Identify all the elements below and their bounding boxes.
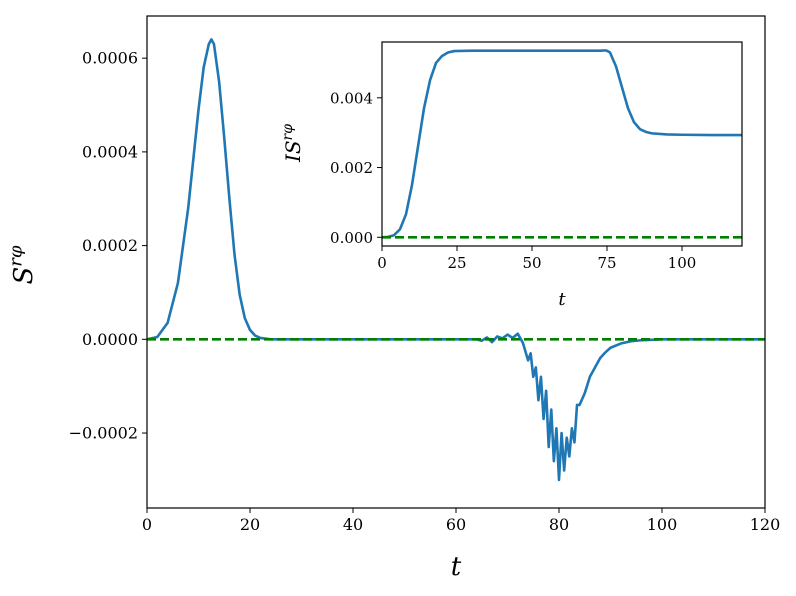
inset-x-tick-label: 25 xyxy=(447,254,466,272)
main-x-tick-label: 100 xyxy=(647,515,678,534)
inset-y-axis-label-base: IS xyxy=(281,140,305,163)
inset-x-tick-label: 75 xyxy=(597,254,616,272)
main-y-tick-label: 0.0004 xyxy=(82,142,138,161)
main-x-axis-label: t xyxy=(451,552,462,582)
main-y-axis-label: Srφ xyxy=(6,245,39,284)
inset-x-axis-label: t xyxy=(558,289,566,310)
main-y-axis-label-base: S xyxy=(9,267,39,285)
main-y-tick-label: 0.0002 xyxy=(82,236,138,255)
inset-y-tick-label: 0.000 xyxy=(330,229,373,247)
main-x-tick-label: 20 xyxy=(240,515,260,534)
main-x-tick-label: 120 xyxy=(750,515,781,534)
inset-x-tick-label: 50 xyxy=(522,254,541,272)
inset-x-tick-label: 100 xyxy=(668,254,697,272)
main-x-tick-label: 80 xyxy=(549,515,569,534)
main-x-tick-label: 60 xyxy=(446,515,466,534)
main-x-tick-label: 0 xyxy=(142,515,152,534)
main-y-tick-label: −0.0002 xyxy=(69,424,138,443)
inset-chart-group: 0 25 50 75 100 0.000 0.002 0.004 t ISrφ xyxy=(280,41,743,310)
inset-data-series xyxy=(382,49,742,239)
main-y-tick-label: 0.0006 xyxy=(82,49,138,68)
inset-y-axis-label: ISrφ xyxy=(280,124,305,163)
inset-x-tick-label: 0 xyxy=(377,254,387,272)
inset-plot-frame xyxy=(381,41,743,247)
inset-y-tick-label: 0.004 xyxy=(330,89,373,107)
main-y-tick-label: 0.0000 xyxy=(82,330,138,349)
inset-y-axis-label-superscript: rφ xyxy=(280,124,296,141)
inset-y-tick-label: 0.002 xyxy=(330,159,373,177)
main-data-series xyxy=(147,38,765,482)
main-x-tick-label: 40 xyxy=(343,515,363,534)
main-series-group xyxy=(147,38,765,482)
inset-plot-background xyxy=(382,42,742,246)
inset-series-group xyxy=(382,49,742,239)
main-y-axis-label-superscript: rφ xyxy=(6,245,27,267)
main-plot-frame xyxy=(146,15,766,509)
